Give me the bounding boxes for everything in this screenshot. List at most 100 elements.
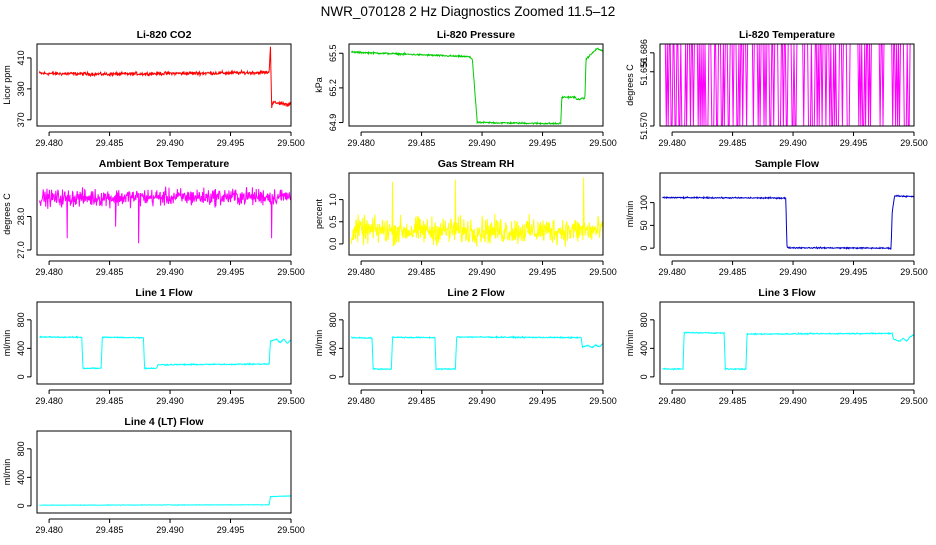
series-line (350, 47, 603, 126)
y-tick-label: 800 (16, 441, 26, 456)
x-tick-label: 29.500 (277, 138, 305, 148)
y-tick-label: 51.686 (639, 39, 649, 67)
plot-frame (348, 43, 604, 127)
x-tick-label: 29.500 (277, 525, 305, 535)
x-tick-label: 29.490 (156, 525, 184, 535)
x-tick-label: 29.480 (35, 267, 63, 277)
series-line (39, 495, 291, 506)
x-tick-label: 29.485 (96, 396, 124, 406)
plot-frame (659, 172, 915, 256)
y-axis-label: ml/min (314, 330, 324, 357)
x-tick-label: 29.480 (347, 396, 375, 406)
y-axis-label: ml/min (625, 201, 635, 228)
y-tick-label: 0 (639, 374, 649, 379)
series-line (662, 44, 914, 126)
x-tick-label: 29.490 (468, 267, 496, 277)
y-tick-label: 400 (328, 341, 338, 356)
x-tick-label: 29.500 (589, 138, 617, 148)
x-tick-label: 29.490 (779, 396, 807, 406)
y-axis-label: Licor ppm (2, 65, 12, 105)
x-tick-label: 29.485 (719, 267, 747, 277)
panel-title: Li-820 CO2 (137, 29, 192, 41)
panel-title: Sample Flow (755, 158, 820, 170)
y-tick-label: 800 (639, 312, 649, 327)
x-tick-label: 29.495 (217, 138, 245, 148)
y-tick-label: 0.5 (328, 215, 338, 228)
y-tick-label: 0 (16, 374, 26, 379)
y-tick-label: 390 (16, 81, 26, 96)
x-tick-label: 29.480 (35, 396, 63, 406)
x-tick-label: 29.480 (347, 267, 375, 277)
series-line (39, 335, 291, 370)
x-tick-label: 29.495 (840, 138, 868, 148)
x-tick-label: 29.495 (529, 396, 557, 406)
series-line (662, 330, 914, 371)
plot-frame (36, 430, 292, 514)
x-tick-label: 29.480 (35, 138, 63, 148)
chart-panel-4: Ambient Box Temperature degrees C 29.480 29… (2, 158, 305, 277)
x-tick-label: 29.495 (217, 396, 245, 406)
panel-title: Li-820 Pressure (437, 29, 515, 41)
y-axis-label: ml/min (625, 330, 635, 357)
chart-panel-8: Line 2 Flow ml/min 29.480 29.485 29.490 29.49… (314, 287, 617, 406)
x-tick-label: 29.485 (96, 267, 124, 277)
series-line (350, 335, 603, 371)
series-line (38, 46, 291, 109)
panel-title: Gas Stream RH (438, 158, 514, 170)
panel-title: Line 1 Flow (135, 287, 193, 299)
y-tick-label: 400 (16, 341, 26, 356)
plot-frame (36, 172, 292, 256)
plot-frame (348, 172, 604, 256)
series-line (662, 194, 914, 251)
y-tick-label: 370 (16, 112, 26, 127)
y-tick-label: 800 (16, 312, 26, 327)
y-tick-label: 51.656 (639, 58, 649, 86)
chart-panel-7: Line 1 Flow ml/min 29.480 29.485 29.490 29.49… (2, 287, 305, 406)
chart-panel-3: Li-820 Temperature degrees C 29.480 29.485 2… (625, 29, 928, 148)
plot-frame (348, 301, 604, 385)
x-tick-label: 29.500 (277, 267, 305, 277)
x-tick-label: 29.490 (779, 267, 807, 277)
y-axis-label: kPa (314, 77, 324, 93)
x-tick-label: 29.500 (277, 396, 305, 406)
y-axis-label: ml/min (2, 459, 12, 486)
panel-title: Li-820 Temperature (739, 29, 835, 41)
x-tick-label: 29.490 (156, 267, 184, 277)
x-tick-label: 29.490 (468, 396, 496, 406)
x-tick-label: 29.480 (35, 525, 63, 535)
x-tick-label: 29.485 (408, 396, 436, 406)
x-tick-label: 29.500 (589, 267, 617, 277)
x-tick-label: 29.495 (529, 138, 557, 148)
x-tick-label: 29.495 (840, 396, 868, 406)
y-tick-label: 50 (639, 220, 649, 230)
y-axis-label: percent (314, 198, 324, 229)
y-tick-label: 64.9 (328, 114, 338, 132)
x-tick-label: 29.480 (658, 396, 686, 406)
y-tick-label: 0 (639, 246, 649, 251)
x-tick-label: 29.500 (589, 396, 617, 406)
y-tick-label: 65.5 (328, 44, 338, 62)
chart-panel-1: Li-820 CO2 Licor ppm 29.480 29.485 29.490 29.… (2, 29, 305, 148)
y-tick-label: 800 (328, 312, 338, 327)
y-tick-label: 410 (16, 50, 26, 65)
plot-frame (36, 43, 292, 127)
chart-panel-2: Li-820 Pressure kPa 29.480 29.485 29.490 29.4… (314, 29, 617, 148)
series-line (350, 177, 603, 247)
x-tick-label: 29.490 (156, 138, 184, 148)
panel-title: Line 4 (LT) Flow (124, 416, 204, 428)
x-tick-label: 29.495 (217, 525, 245, 535)
y-axis-label: degrees C (2, 193, 12, 235)
x-tick-label: 29.500 (900, 267, 928, 277)
y-tick-label: 65.2 (328, 79, 338, 97)
x-tick-label: 29.480 (658, 267, 686, 277)
y-axis-label: degrees C (625, 64, 635, 106)
series-line (38, 186, 291, 244)
y-tick-label: 0.0 (328, 238, 338, 251)
y-tick-label: 51.570 (639, 112, 649, 140)
y-tick-label: 400 (16, 470, 26, 485)
plot-frame (36, 301, 292, 385)
plot-frame (659, 301, 915, 385)
x-tick-label: 29.490 (468, 138, 496, 148)
